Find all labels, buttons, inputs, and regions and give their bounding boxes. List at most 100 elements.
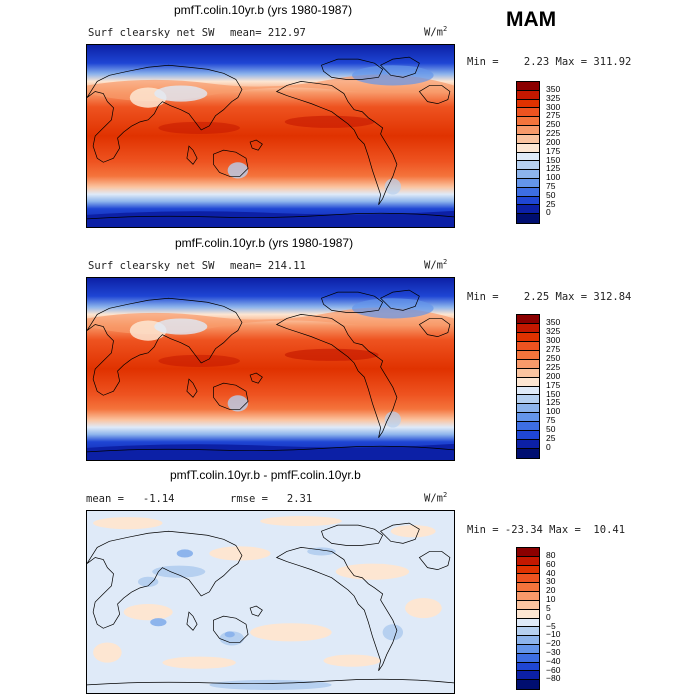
- colorbar-tick-label: 175: [546, 379, 561, 390]
- colorbar-tick-label: 100: [546, 406, 561, 417]
- colorbar-swatch: [517, 134, 539, 144]
- colorbar-tick-label: 225: [546, 128, 561, 139]
- colorbar-swatch: [517, 108, 539, 118]
- colorbar-swatch: [517, 556, 539, 566]
- colorbar-swatch: [517, 644, 539, 654]
- colorbar-tick-label: −80: [546, 673, 561, 684]
- colorbar-swatch: [517, 662, 539, 672]
- colorbar-swatch: [517, 449, 539, 458]
- panel-1-colorbar: [516, 81, 540, 224]
- colorbar-tick-label: −5: [546, 620, 556, 631]
- colorbar-tick-label: 200: [546, 136, 561, 147]
- colorbar-tick-label: 5: [546, 602, 551, 613]
- colorbar-swatch: [517, 161, 539, 171]
- panel-2-units: W/m2: [424, 258, 448, 272]
- colorbar-swatch: [517, 609, 539, 619]
- colorbar-swatch: [517, 386, 539, 396]
- colorbar-swatch: [517, 99, 539, 109]
- colorbar-tick-label: 50: [546, 189, 556, 200]
- panel-1-mean-label: mean= 212.97: [230, 27, 306, 39]
- colorbar-tick-label: 275: [546, 343, 561, 354]
- colorbar-tick-label: −40: [546, 655, 561, 666]
- colorbar-swatch: [517, 680, 539, 689]
- colorbar-swatch: [517, 600, 539, 610]
- colorbar-tick-label: 200: [546, 370, 561, 381]
- colorbar-swatch: [517, 431, 539, 441]
- panel-2-map: [86, 277, 455, 461]
- colorbar-swatch: [517, 332, 539, 342]
- colorbar-tick-label: 250: [546, 352, 561, 363]
- colorbar-swatch: [517, 323, 539, 333]
- panel-3-rmse-label: rmse = 2.31: [230, 493, 313, 505]
- colorbar-tick-label: 300: [546, 334, 561, 345]
- colorbar-swatch: [517, 117, 539, 127]
- colorbar-tick-label: 75: [546, 415, 556, 426]
- colorbar-swatch: [517, 565, 539, 575]
- colorbar-tick-label: 275: [546, 110, 561, 121]
- panel-1-map: [86, 44, 455, 228]
- colorbar-swatch: [517, 404, 539, 414]
- panel-2-variable-label: Surf clearsky net SW: [88, 260, 215, 272]
- colorbar-tick-label: 325: [546, 325, 561, 336]
- colorbar-swatch: [517, 350, 539, 360]
- colorbar-swatch: [517, 653, 539, 663]
- colorbar-swatch: [517, 187, 539, 197]
- colorbar-tick-label: −30: [546, 646, 561, 657]
- colorbar-tick-label: 175: [546, 145, 561, 156]
- colorbar-swatch: [517, 636, 539, 645]
- colorbar-tick-label: 350: [546, 317, 561, 327]
- colorbar-swatch: [517, 377, 539, 387]
- colorbar-swatch: [517, 548, 539, 557]
- panel-3-colorbar: [516, 547, 540, 690]
- colorbar-swatch: [517, 618, 539, 628]
- colorbar-swatch: [517, 170, 539, 179]
- colorbar-tick-label: −60: [546, 664, 561, 675]
- colorbar-tick-label: −20: [546, 638, 561, 649]
- colorbar-swatch: [517, 90, 539, 100]
- colorbar-swatch: [517, 178, 539, 188]
- colorbar-swatch: [517, 214, 539, 223]
- colorbar-swatch: [517, 440, 539, 450]
- colorbar-tick-label: 80: [546, 550, 556, 560]
- colorbar-swatch: [517, 359, 539, 369]
- colorbar-tick-label: 300: [546, 101, 561, 112]
- colorbar-swatch: [517, 205, 539, 215]
- panel-1-title: pmfT.colin.10yr.b (yrs 1980-1987): [174, 3, 353, 17]
- colorbar-swatch: [517, 152, 539, 162]
- panel-3-map: [86, 510, 455, 694]
- colorbar-swatch: [517, 671, 539, 681]
- colorbar-swatch: [517, 368, 539, 378]
- colorbar-swatch: [517, 583, 539, 593]
- colorbar-swatch: [517, 82, 539, 91]
- panel-1-minmax-stats: Min = 2.23 Max = 311.92: [467, 56, 632, 68]
- panel-3-units: W/m2: [424, 491, 448, 505]
- panel-1-units: W/m2: [424, 25, 448, 39]
- panel-1-variable-label: Surf clearsky net SW: [88, 27, 215, 39]
- colorbar-tick-label: 250: [546, 119, 561, 130]
- colorbar-swatch: [517, 574, 539, 584]
- colorbar-tick-label: −10: [546, 629, 561, 640]
- colorbar-swatch: [517, 395, 539, 405]
- colorbar-swatch: [517, 315, 539, 324]
- colorbar-tick-label: 20: [546, 585, 556, 596]
- colorbar-swatch: [517, 143, 539, 153]
- colorbar-tick-label: 25: [546, 433, 556, 444]
- colorbar-tick-label: 150: [546, 154, 561, 165]
- panel-2-mean-label: mean= 214.11: [230, 260, 306, 272]
- panel-3-title: pmfT.colin.10yr.b - pmfF.colin.10yr.b: [170, 468, 361, 482]
- colorbar-tick-label: 0: [546, 207, 551, 218]
- colorbar-swatch: [517, 422, 539, 432]
- season-label: MAM: [506, 8, 557, 31]
- colorbar-swatch: [517, 341, 539, 351]
- panel-2-colorbar: [516, 314, 540, 459]
- colorbar-tick-label: 75: [546, 180, 556, 191]
- colorbar-tick-label: 50: [546, 424, 556, 435]
- panel-2-minmax-stats: Min = 2.25 Max = 312.84: [467, 291, 632, 303]
- colorbar-tick-label: 40: [546, 567, 556, 578]
- panel-2-title: pmfF.colin.10yr.b (yrs 1980-1987): [175, 236, 354, 250]
- panel-3-mean-label: mean = -1.14: [86, 493, 175, 505]
- colorbar-tick-label: 60: [546, 558, 556, 569]
- colorbar-swatch: [517, 592, 539, 601]
- colorbar-tick-label: 0: [546, 611, 551, 622]
- colorbar-tick-label: 150: [546, 388, 561, 399]
